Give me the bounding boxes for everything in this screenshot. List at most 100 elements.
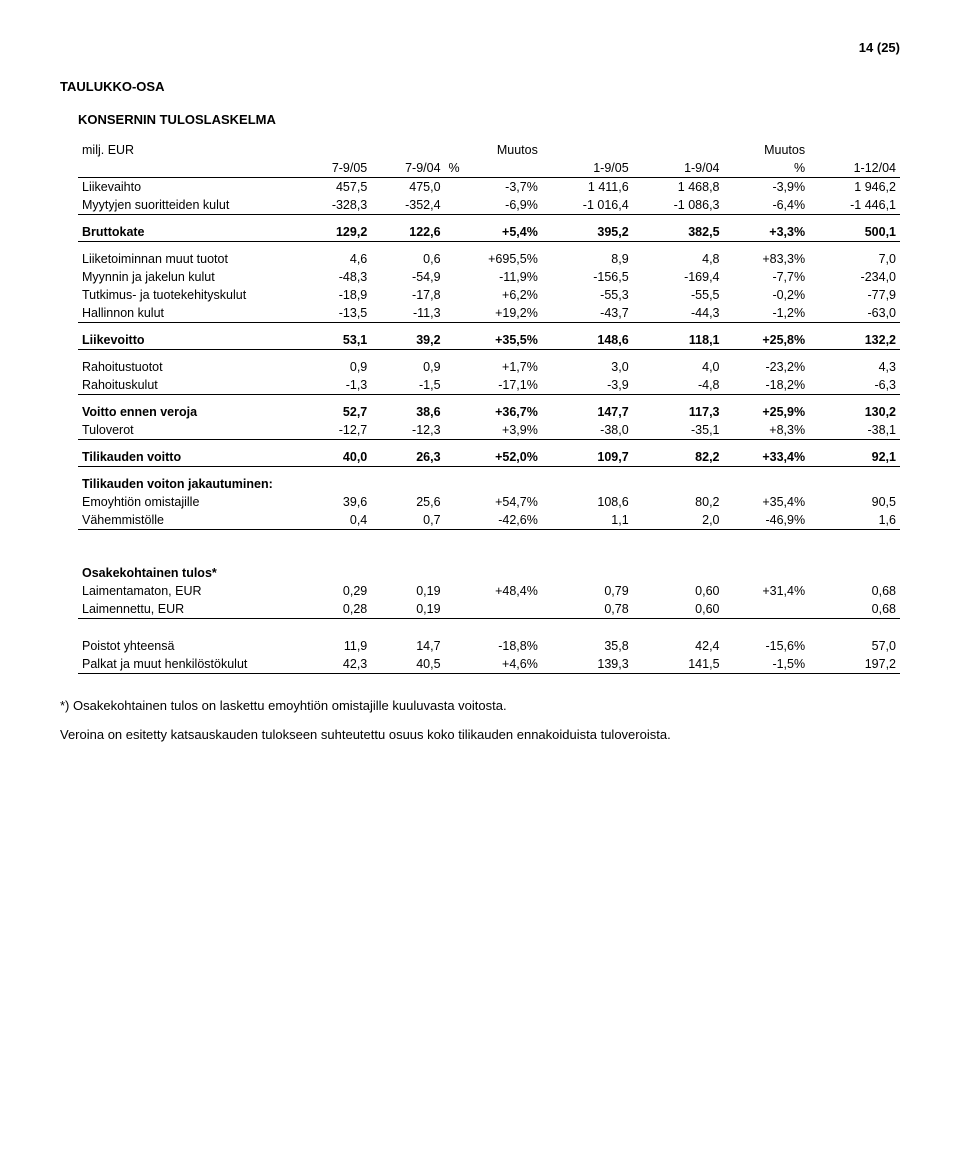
header-col5: 1-9/04: [633, 141, 724, 178]
cell: [542, 564, 633, 582]
cell: +4,6%: [445, 655, 542, 674]
cell: +8,3%: [724, 421, 810, 440]
cell: 25,6: [371, 493, 444, 511]
row-label: Liikevoitto: [78, 323, 298, 350]
row-label: Myytyjen suoritteiden kulut: [78, 196, 298, 215]
table-row: Tuloverot-12,7-12,3+3,9%-38,0-35,1+8,3%-…: [78, 421, 900, 440]
table-row: Tilikauden voitto40,026,3+52,0%109,782,2…: [78, 440, 900, 467]
header-col3: Muutos: [445, 141, 542, 159]
cell: -38,1: [809, 421, 900, 440]
footnote-1: *) Osakekohtainen tulos on laskettu emoy…: [60, 698, 900, 713]
table-row: Rahoituskulut-1,3-1,5-17,1%-3,9-4,8-18,2…: [78, 376, 900, 395]
cell: -35,1: [633, 421, 724, 440]
row-label: Rahoituskulut: [78, 376, 298, 395]
cell: 4,8: [633, 242, 724, 269]
cell: +36,7%: [445, 395, 542, 422]
cell: -13,5: [298, 304, 371, 323]
cell: -17,1%: [445, 376, 542, 395]
cell: -15,6%: [724, 637, 810, 655]
cell: [298, 467, 371, 494]
cell: 1 946,2: [809, 178, 900, 197]
cell: -3,9%: [724, 178, 810, 197]
cell: 0,19: [371, 582, 444, 600]
cell: [809, 467, 900, 494]
cell: 35,8: [542, 637, 633, 655]
row-label: Vähemmistölle: [78, 511, 298, 530]
cell: -54,9: [371, 268, 444, 286]
cell: 0,6: [371, 242, 444, 269]
row-label: Voitto ennen veroja: [78, 395, 298, 422]
header-col4: 1-9/05: [542, 141, 633, 178]
section-title: TAULUKKO-OSA: [60, 79, 900, 94]
table-row: Tilikauden voiton jakautuminen:: [78, 467, 900, 494]
cell: -63,0: [809, 304, 900, 323]
row-label: Hallinnon kulut: [78, 304, 298, 323]
table-row: Rahoitustuotot0,90,9+1,7%3,04,0-23,2%4,3: [78, 350, 900, 377]
financial-table: milj. EUR7-9/057-9/04Muutos1-9/051-9/04M…: [78, 141, 900, 674]
cell: -12,7: [298, 421, 371, 440]
cell: 0,9: [371, 350, 444, 377]
cell: 0,9: [298, 350, 371, 377]
cell: -234,0: [809, 268, 900, 286]
cell: 90,5: [809, 493, 900, 511]
cell: -1 086,3: [633, 196, 724, 215]
row-label: Palkat ja muut henkilöstökulut: [78, 655, 298, 674]
row-label: Laimennettu, EUR: [78, 600, 298, 619]
cell: 139,3: [542, 655, 633, 674]
table-row: Voitto ennen veroja52,738,6+36,7%147,711…: [78, 395, 900, 422]
cell: -18,9: [298, 286, 371, 304]
cell: 40,0: [298, 440, 371, 467]
cell: 1,1: [542, 511, 633, 530]
cell: 2,0: [633, 511, 724, 530]
cell: -169,4: [633, 268, 724, 286]
cell: [445, 600, 542, 619]
table-row: Palkat ja muut henkilöstökulut42,340,5+4…: [78, 655, 900, 674]
cell: 0,60: [633, 582, 724, 600]
cell: -1,2%: [724, 304, 810, 323]
cell: 382,5: [633, 215, 724, 242]
cell: 39,6: [298, 493, 371, 511]
cell: 132,2: [809, 323, 900, 350]
cell: 4,0: [633, 350, 724, 377]
cell: 42,3: [298, 655, 371, 674]
cell: 1,6: [809, 511, 900, 530]
cell: -1,5: [371, 376, 444, 395]
header-col1: 7-9/05: [298, 141, 371, 178]
cell: 141,5: [633, 655, 724, 674]
cell: [633, 467, 724, 494]
header-col6-unit: %: [724, 159, 810, 178]
cell: -0,2%: [724, 286, 810, 304]
cell: 0,79: [542, 582, 633, 600]
cell: 500,1: [809, 215, 900, 242]
cell: -77,9: [809, 286, 900, 304]
cell: 1 411,6: [542, 178, 633, 197]
row-label: Osakekohtainen tulos*: [78, 564, 298, 582]
cell: 475,0: [371, 178, 444, 197]
cell: -1,5%: [724, 655, 810, 674]
cell: [298, 564, 371, 582]
table-row: Myynnin ja jakelun kulut-48,3-54,9-11,9%…: [78, 268, 900, 286]
cell: [371, 467, 444, 494]
cell: 0,68: [809, 582, 900, 600]
row-label: Laimentamaton, EUR: [78, 582, 298, 600]
cell: +3,9%: [445, 421, 542, 440]
cell: 4,3: [809, 350, 900, 377]
cell: -44,3: [633, 304, 724, 323]
cell: 0,68: [809, 600, 900, 619]
cell: -55,3: [542, 286, 633, 304]
cell: +35,5%: [445, 323, 542, 350]
cell: 148,6: [542, 323, 633, 350]
table-row: Poistot yhteensä11,914,7-18,8%35,842,4-1…: [78, 637, 900, 655]
cell: +3,3%: [724, 215, 810, 242]
cell: +695,5%: [445, 242, 542, 269]
cell: 0,60: [633, 600, 724, 619]
cell: 0,78: [542, 600, 633, 619]
row-label: Emoyhtiön omistajille: [78, 493, 298, 511]
table-row: Vähemmistölle0,40,7-42,6%1,12,0-46,9%1,6: [78, 511, 900, 530]
cell: 130,2: [809, 395, 900, 422]
cell: +33,4%: [724, 440, 810, 467]
cell: +19,2%: [445, 304, 542, 323]
cell: 0,7: [371, 511, 444, 530]
cell: -1 446,1: [809, 196, 900, 215]
cell: 147,7: [542, 395, 633, 422]
